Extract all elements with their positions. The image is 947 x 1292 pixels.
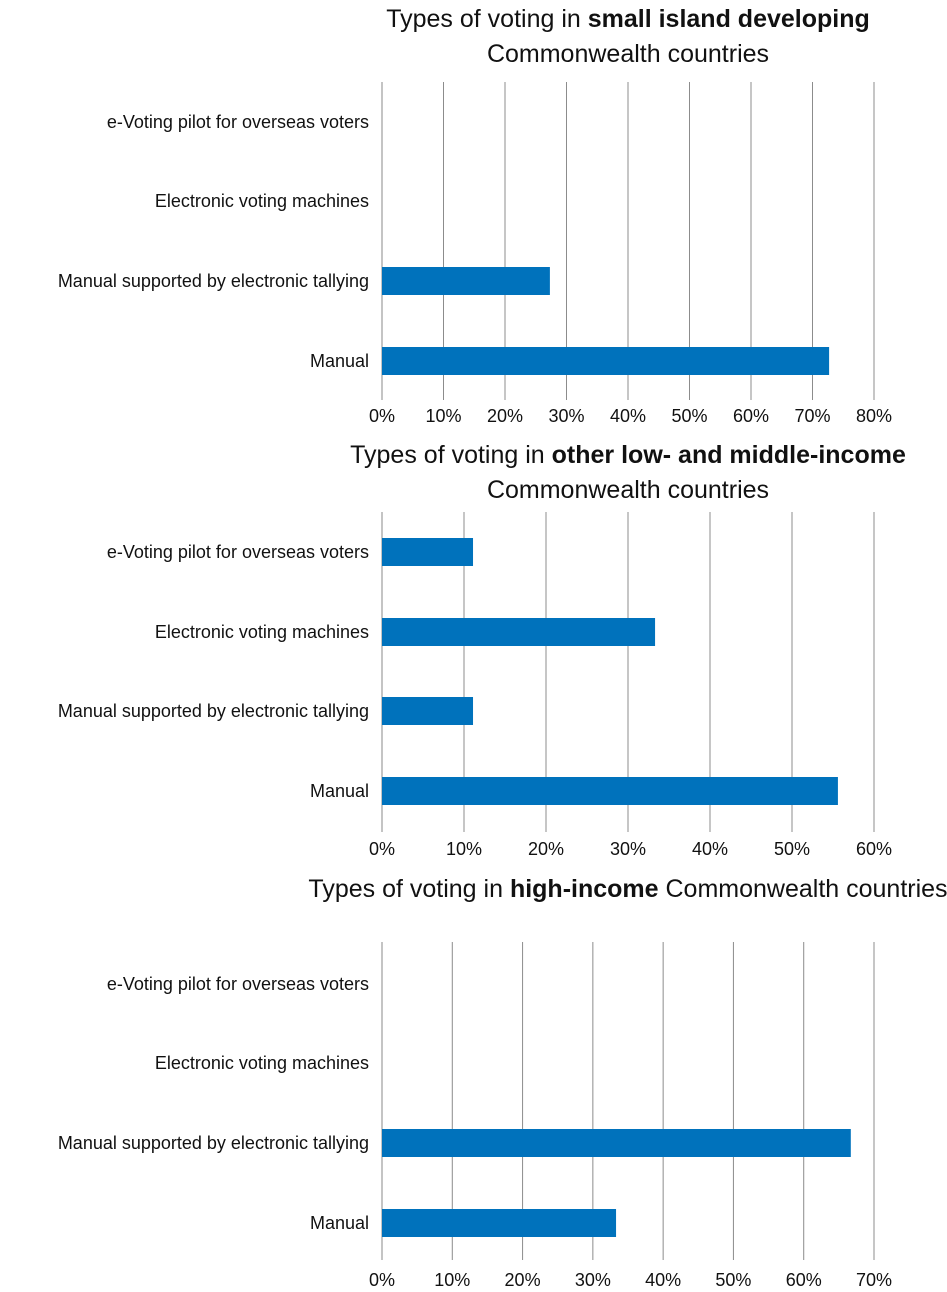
x-tick-label: 20%: [487, 406, 523, 426]
chart-title-bold: small island developing: [587, 5, 870, 33]
x-tick-label: 50%: [774, 839, 810, 859]
x-tick-label: 50%: [671, 406, 707, 426]
x-tick-label: 40%: [692, 839, 728, 859]
category-label: Electronic voting machines: [155, 1053, 369, 1073]
chart-panel-3: Types of voting in high-income Commonwea…: [0, 864, 947, 1292]
x-tick-label: 10%: [425, 406, 461, 426]
bar: [382, 1209, 617, 1237]
category-label: Manual supported by electronic tallying: [58, 701, 369, 721]
bar: [382, 618, 656, 646]
x-tick-label: 10%: [446, 839, 482, 859]
chart-title-post: Commonwealth countries: [486, 476, 770, 504]
chart-panel-1: Types of voting in small island developi…: [0, 0, 947, 432]
chart-title-bold: other low- and middle-income: [551, 441, 906, 469]
category-label: Manual: [310, 781, 369, 801]
bar: [382, 697, 474, 725]
bar: [382, 777, 838, 805]
category-label: e-Voting pilot for overseas voters: [107, 974, 369, 994]
category-label: Manual: [310, 1213, 369, 1233]
chart-title-post: Commonwealth countries: [486, 40, 770, 68]
x-tick-label: 0%: [369, 839, 395, 859]
x-tick-label: 20%: [528, 839, 564, 859]
x-tick-label: 40%: [645, 1270, 681, 1290]
x-tick-label: 60%: [733, 406, 769, 426]
category-label: e-Voting pilot for overseas voters: [107, 542, 369, 562]
chart-title: Types of voting in high-income Commonwea…: [300, 872, 947, 907]
category-label: Electronic voting machines: [155, 622, 369, 642]
category-label: Manual supported by electronic tallying: [58, 271, 369, 291]
bar: [382, 267, 550, 295]
x-tick-label: 0%: [369, 1270, 395, 1290]
chart-title-post: Commonwealth countries: [658, 875, 947, 903]
x-tick-label: 70%: [856, 1270, 892, 1290]
bar: [382, 347, 830, 375]
category-label: e-Voting pilot for overseas voters: [107, 112, 369, 132]
x-tick-label: 60%: [856, 839, 892, 859]
x-tick-label: 0%: [369, 406, 395, 426]
x-tick-label: 60%: [786, 1270, 822, 1290]
chart-title: Types of voting in other low- and middle…: [300, 438, 947, 508]
chart-title-pre: Types of voting in: [350, 441, 552, 469]
bar-chart-svg: 0% 10% 20% 30% 40% 50% 60% 70% 80% e-Voting pilot…: [58, 82, 892, 426]
bar: [382, 1129, 851, 1157]
x-tick-label: 40%: [610, 406, 646, 426]
bar-chart-svg: 0% 10% 20% 30% 40% 50% 60% 70% e-Voting pilot fo…: [58, 942, 892, 1290]
x-tick-label: 30%: [548, 406, 584, 426]
chart-title-pre: Types of voting in: [308, 875, 510, 903]
category-label: Electronic voting machines: [155, 191, 369, 211]
x-tick-label: 10%: [434, 1270, 470, 1290]
category-label: Manual supported by electronic tallying: [58, 1133, 369, 1153]
bar-chart-svg: 0% 10% 20% 30% 40% 50% 60% e-Voting pilot for o…: [58, 512, 892, 859]
bar: [382, 538, 474, 566]
chart-title-pre: Types of voting in: [386, 5, 588, 33]
chart-title-bold: high-income: [509, 875, 659, 903]
x-tick-label: 30%: [575, 1270, 611, 1290]
x-tick-label: 80%: [856, 406, 892, 426]
category-label: Manual: [310, 351, 369, 371]
chart-panel-2: Types of voting in other low- and middle…: [0, 432, 947, 864]
x-tick-label: 30%: [610, 839, 646, 859]
chart-title: Types of voting in small island developi…: [300, 2, 947, 72]
x-tick-label: 20%: [505, 1270, 541, 1290]
x-tick-label: 70%: [794, 406, 830, 426]
x-tick-label: 50%: [715, 1270, 751, 1290]
